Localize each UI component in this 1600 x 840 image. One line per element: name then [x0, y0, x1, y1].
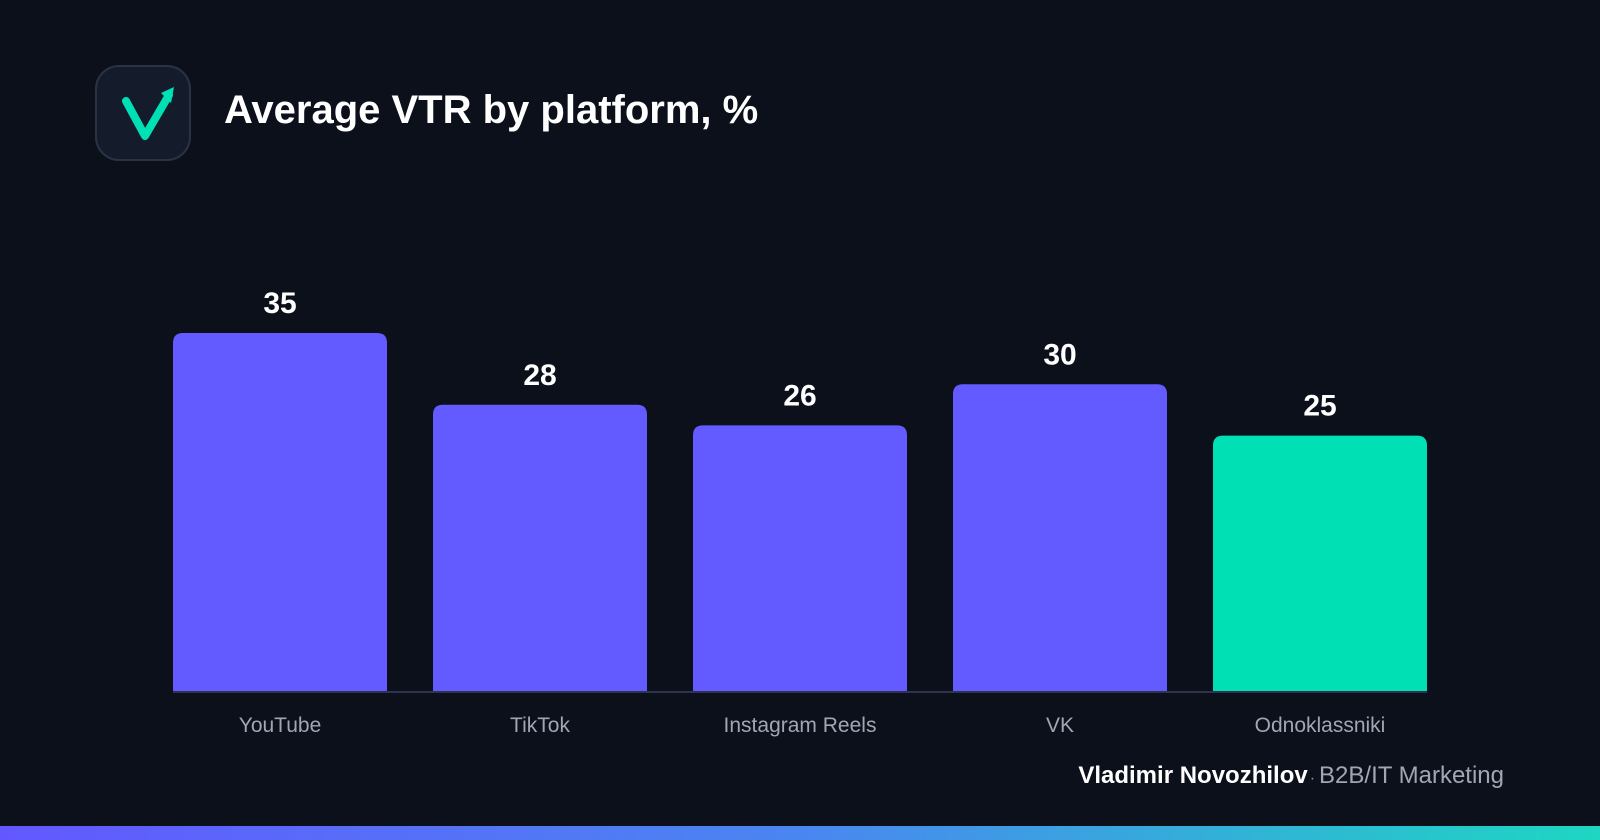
x-tick-label: Instagram Reels	[724, 714, 877, 737]
logo	[95, 65, 191, 161]
bar	[173, 333, 387, 692]
bar	[1213, 435, 1427, 692]
bottom-gradient-bar	[0, 826, 1600, 840]
value-label: 25	[1303, 390, 1336, 423]
footer-credit: Vladimir Novozhilov · B2B/IT Marketing	[1078, 762, 1504, 790]
value-label: 26	[783, 379, 816, 412]
check-arrow-logo-icon	[122, 87, 174, 140]
value-label: 35	[263, 287, 296, 320]
value-label: 30	[1043, 338, 1076, 371]
bar	[433, 404, 647, 692]
x-tick-label: VK	[1046, 714, 1074, 737]
x-tick-label: Odnoklassniki	[1255, 714, 1386, 737]
bar	[953, 384, 1167, 692]
author-role: B2B/IT Marketing	[1319, 762, 1504, 789]
x-tick-label: TikTok	[510, 714, 570, 737]
chart-title: Average VTR by platform, %	[224, 88, 759, 132]
author-name: Vladimir Novozhilov	[1078, 762, 1308, 789]
value-label: 28	[523, 359, 556, 392]
bar	[693, 425, 907, 692]
x-tick-label: YouTube	[239, 714, 322, 737]
footer-separator: ·	[1309, 770, 1316, 787]
